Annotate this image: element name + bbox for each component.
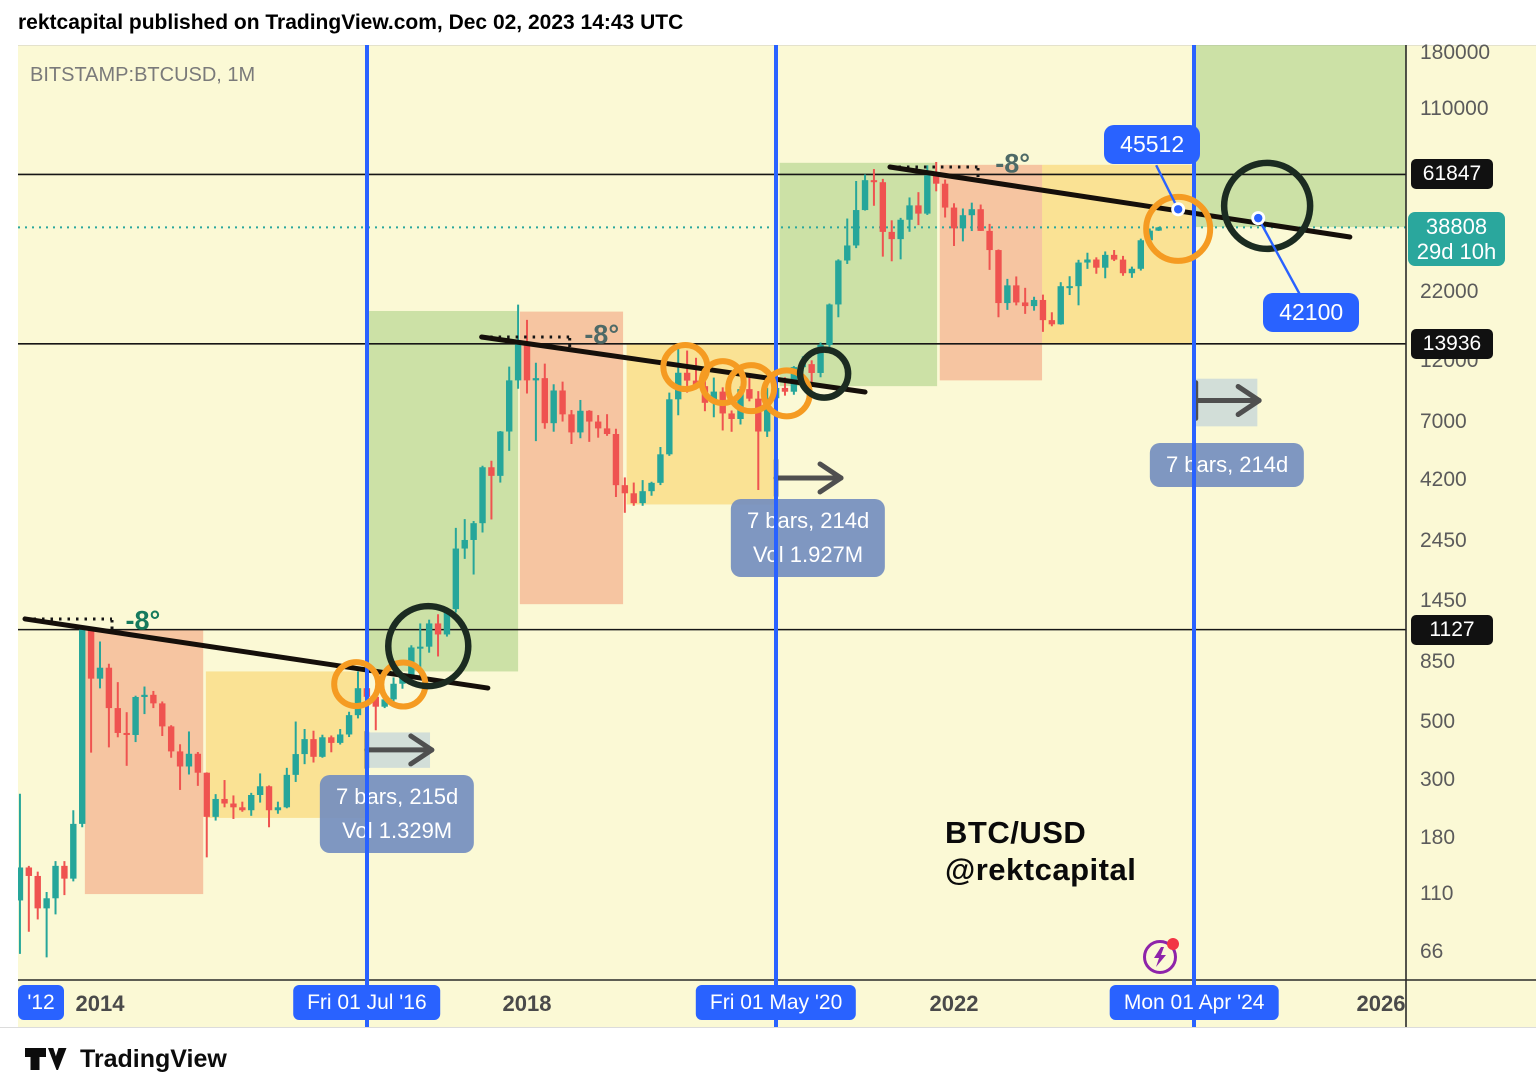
tradingview-brand-text[interactable]: TradingView — [80, 1044, 227, 1073]
header: rektcapital published on TradingView.com… — [0, 0, 1536, 45]
chart-pane[interactable] — [18, 45, 1536, 1028]
footer: TradingView — [0, 1027, 1536, 1089]
tradingview-logo-icon[interactable] — [24, 1045, 70, 1073]
header-attribution-text: rektcapital published on TradingView.com… — [18, 10, 684, 34]
